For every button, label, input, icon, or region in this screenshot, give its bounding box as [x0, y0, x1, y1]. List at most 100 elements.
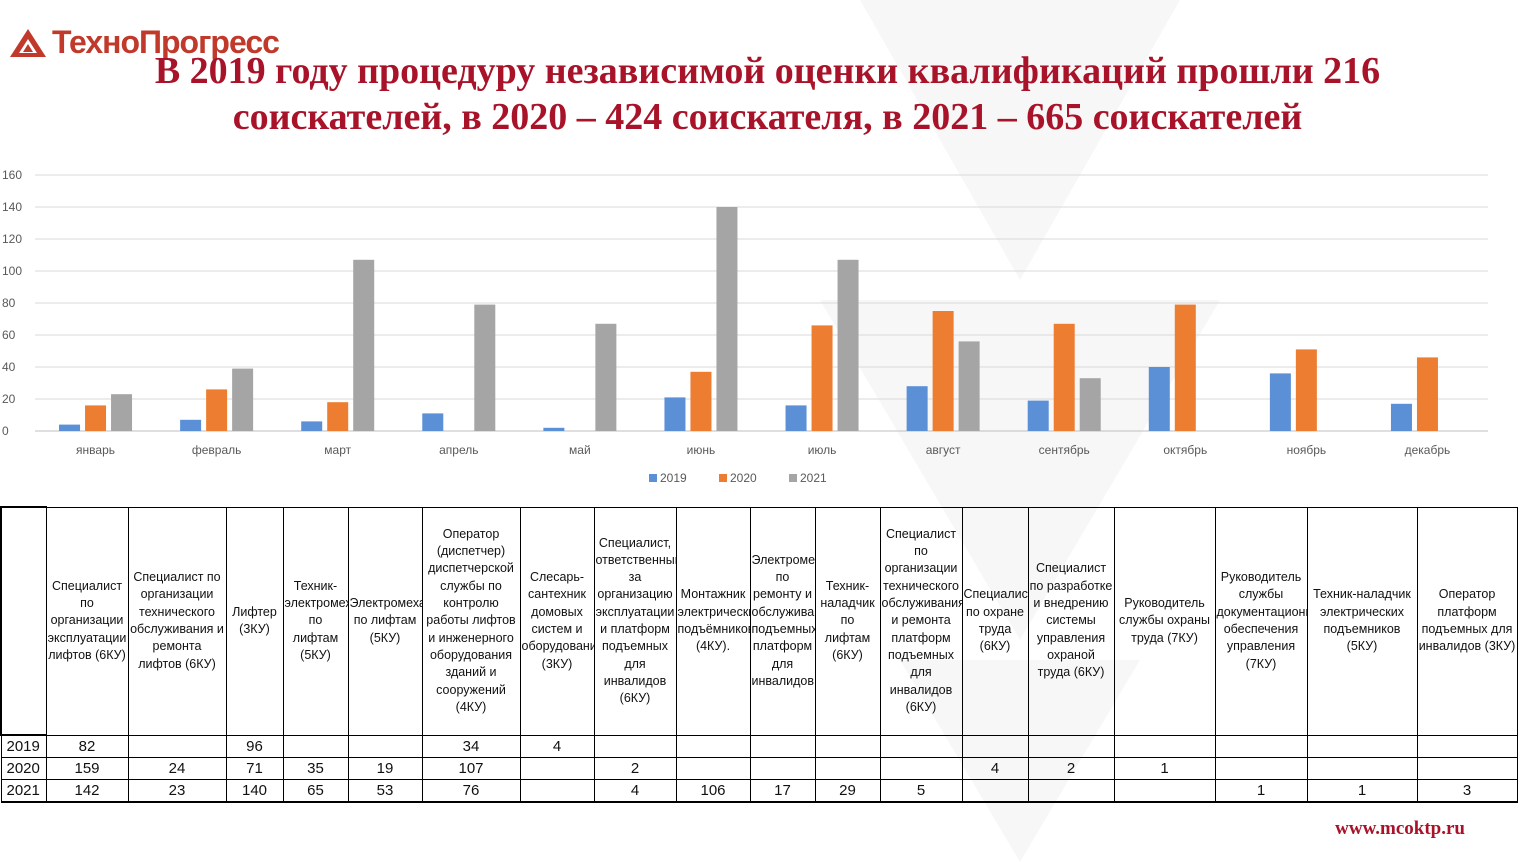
- column-header: Монтажник электрических подъёмников (4КУ…: [675, 506, 751, 736]
- x-tick-label: январь: [76, 443, 115, 457]
- legend-swatch: [789, 474, 797, 482]
- column-header: Специалист по организации эксплуатации л…: [45, 506, 129, 736]
- x-tick-label: ноябрь: [1287, 443, 1327, 457]
- table-cell: [282, 734, 349, 758]
- table-cell: 1: [1113, 757, 1216, 780]
- x-tick-label: апрель: [439, 443, 478, 457]
- x-tick-label: октябрь: [1163, 443, 1207, 457]
- row-year-cell: 2021: [0, 779, 47, 803]
- bar-2020: [327, 402, 349, 431]
- column-header: Специалист, ответственный за организацию…: [593, 506, 677, 736]
- bar-2019: [543, 427, 565, 431]
- table-cell: 106: [675, 779, 751, 803]
- table-cell: 2: [593, 757, 677, 780]
- table-cell: [749, 757, 816, 780]
- column-header: Оператор (диспетчер) диспетчерской служб…: [421, 506, 521, 736]
- table-cell: [1113, 734, 1216, 758]
- table-cell: 1: [1214, 779, 1308, 803]
- y-tick-label: 60: [2, 328, 16, 342]
- bar-2019: [785, 405, 807, 431]
- table-cell: [1306, 757, 1418, 780]
- legend-swatch: [719, 474, 727, 482]
- y-tick-label: 140: [2, 200, 22, 214]
- table-cell: 17: [749, 779, 816, 803]
- bar-2021: [716, 207, 738, 431]
- y-tick-label: 80: [2, 296, 16, 310]
- table-cell: [879, 757, 963, 780]
- x-tick-label: декабрь: [1405, 443, 1451, 457]
- brand-logo: ТехноПрогресс: [8, 24, 280, 61]
- bar-2019: [1027, 400, 1049, 431]
- table-cell: [519, 757, 595, 780]
- y-tick-label: 120: [2, 232, 22, 246]
- table-cell: [1027, 734, 1115, 758]
- table-cell: [749, 734, 816, 758]
- table-cell: 71: [225, 757, 284, 780]
- table-cell: 4: [961, 757, 1029, 780]
- table-cell: [1306, 734, 1418, 758]
- bar-2021: [353, 259, 375, 431]
- table-cell: [593, 734, 677, 758]
- bar-2019: [180, 419, 202, 431]
- column-header: Техник-электромеханик по лифтам (5КУ): [282, 506, 349, 736]
- bar-2021: [958, 341, 980, 431]
- column-header: Электромеханик по лифтам (5КУ): [347, 506, 423, 736]
- table-cell: [519, 779, 595, 803]
- bar-2020: [206, 389, 228, 431]
- table-cell: 4: [519, 734, 595, 758]
- table-cell: [1214, 757, 1308, 780]
- table-cell: 53: [347, 779, 423, 803]
- row-year-cell: 2020: [0, 757, 47, 780]
- bar-2019: [1269, 373, 1291, 431]
- table-cell: 23: [127, 779, 227, 803]
- table-cell: 3: [1416, 779, 1518, 803]
- table-cell: [961, 734, 1029, 758]
- bar-2020: [1174, 304, 1196, 431]
- table-cell: 1: [1306, 779, 1418, 803]
- x-tick-label: май: [569, 443, 591, 457]
- table-cell: 2: [1027, 757, 1115, 780]
- table-cell: [1027, 779, 1115, 803]
- x-tick-label: февраль: [192, 443, 242, 457]
- brand-name: ТехноПрогресс: [52, 24, 280, 60]
- legend-label: 2019: [660, 471, 687, 485]
- column-header: Руководитель службы охраны труда (7КУ): [1113, 506, 1216, 736]
- y-tick-label: 20: [2, 392, 16, 406]
- bar-2021: [232, 368, 254, 431]
- bar-2020: [1295, 349, 1317, 431]
- table-cell: [1416, 734, 1518, 758]
- bar-2019: [906, 386, 928, 431]
- table-row: 2020 159 24 71 35 19 107 2 4 2 1: [0, 757, 1518, 780]
- table-cell: 76: [421, 779, 521, 803]
- table-cell: 4: [593, 779, 677, 803]
- table-cell: 29: [814, 779, 881, 803]
- table-cell: 35: [282, 757, 349, 780]
- website-url: www.mcoktp.ru: [1335, 818, 1465, 839]
- table-cell: 140: [225, 779, 284, 803]
- bar-2019: [59, 424, 81, 431]
- table-cell: [1113, 779, 1216, 803]
- column-header: Техник-наладчик по лифтам (6КУ): [814, 506, 881, 736]
- bar-2021: [837, 259, 859, 431]
- x-tick-label: август: [926, 443, 961, 457]
- column-header: Специалист по организации технического о…: [879, 506, 963, 736]
- monthly-bar-chart: 0 20 40 60 80 100 120 140 160 январь февраль март ап…: [2, 168, 1488, 485]
- column-header: Специалист по разработке и внедрению сис…: [1027, 506, 1115, 736]
- y-tick-label: 160: [2, 168, 22, 182]
- bar-2021: [111, 394, 133, 431]
- table-cell: [127, 734, 227, 758]
- bar-2019: [1390, 403, 1412, 431]
- y-tick-label: 40: [2, 360, 16, 374]
- table-cell: 82: [45, 734, 129, 758]
- column-header: Оператор платформ подъемных для инвалидо…: [1416, 506, 1518, 736]
- table-cell: [675, 757, 751, 780]
- column-header: Специалист по организации технического о…: [127, 506, 227, 736]
- column-header: Лифтер (3КУ): [225, 506, 284, 736]
- bar-2019: [1148, 367, 1170, 431]
- x-tick-label: сентябрь: [1039, 443, 1090, 457]
- bar-2021: [474, 304, 496, 431]
- column-header: Слесарь-сантехник домовых систем и обору…: [519, 506, 595, 736]
- column-header: Техник-наладчик электрических подъемнико…: [1306, 506, 1418, 736]
- legend-swatch: [649, 474, 657, 482]
- x-tick-label: март: [324, 443, 351, 457]
